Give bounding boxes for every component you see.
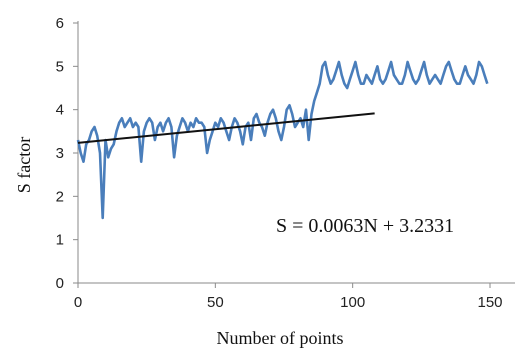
y-tick-label: 0 xyxy=(56,275,64,292)
trendline-group xyxy=(77,112,375,144)
y-tick-label: 6 xyxy=(56,15,64,32)
regression-equation: S = 0.0063N + 3.2331 xyxy=(276,215,454,237)
y-tick-label: 3 xyxy=(56,145,64,162)
y-tick-label: 5 xyxy=(56,58,64,75)
series-group xyxy=(76,60,489,220)
y-axis-title: S factor xyxy=(14,137,34,193)
x-tick-label: 0 xyxy=(74,294,82,311)
x-axis-title: Number of points xyxy=(217,328,344,348)
series-line xyxy=(76,60,489,220)
x-tick-labels: 0 50 100 150 xyxy=(74,283,503,311)
axes xyxy=(77,21,515,284)
y-tick-label: 4 xyxy=(56,102,64,119)
x-tick-label: 100 xyxy=(340,294,365,311)
y-tick-label: 2 xyxy=(56,188,64,205)
y-tick-label: 1 xyxy=(56,232,64,249)
y-tick-labels: 0 1 2 3 4 5 6 xyxy=(56,15,78,292)
x-tick-label: 50 xyxy=(207,294,224,311)
trendline xyxy=(77,112,375,144)
x-tick-label: 150 xyxy=(477,294,502,311)
